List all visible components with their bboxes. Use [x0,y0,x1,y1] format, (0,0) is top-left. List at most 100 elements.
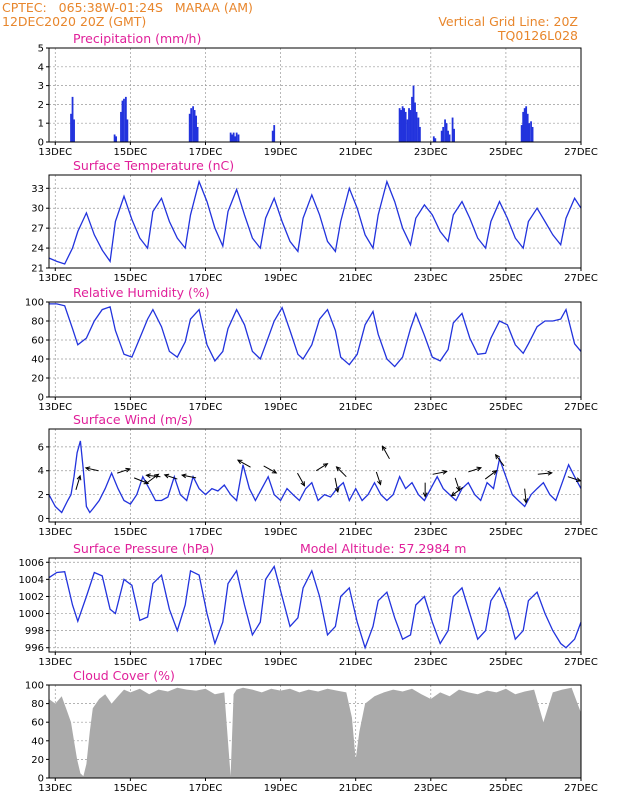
precip-bar [123,98,125,142]
wind-arrow-head [143,479,150,485]
wind-arrow-head [271,468,278,474]
precip-bar [195,115,197,142]
precip-bar [196,126,199,142]
precip-bar [70,113,72,142]
x-tick-label: 15DEC [114,402,148,413]
panel-frame [48,301,582,398]
precip-bar [400,110,403,142]
precip-bar [190,108,193,142]
precip-bar [531,126,534,142]
precip-bar [235,132,238,142]
wind-arrow-head [236,459,243,465]
precip-bar [73,119,75,142]
wind-arrow-head [494,453,500,460]
panel-title: Surface Temperature (nC) [73,158,234,173]
x-tick-label: 21DEC [339,527,373,538]
x-tick-label: 27DEC [564,657,598,668]
precip-bar [113,134,116,142]
y-tick-label: 21 [31,264,44,275]
x-tick-label: 15DEC [114,527,148,538]
wind-arrow-head [125,467,131,473]
x-tick-label: 17DEC [189,147,223,158]
wind-arrow-head [76,474,82,481]
x-tick-label: 15DEC [114,657,148,668]
precip-bar [453,128,455,142]
wind-arrow [85,467,99,472]
precip-bar [124,96,127,142]
y-tick-label: 4 [38,62,44,73]
x-tick-label: 21DEC [339,657,373,668]
y-tick-label: 0 [38,393,44,404]
y-tick-label: 0 [38,138,44,149]
wind-arrow-head [84,466,91,472]
datetime-label: 12DEC2020 20Z (GMT) [2,14,147,29]
y-tick-label: 1002 [19,592,44,603]
x-tick-label: 27DEC [564,147,598,158]
wind-arrow [537,472,552,475]
precip-bar [192,106,194,142]
x-tick-label: 19DEC [264,657,298,668]
wind-arrow-head [575,477,582,482]
precip-bar [440,130,443,142]
precip-bar [520,125,523,142]
y-tick-label: 2 [38,100,44,111]
x-tick-label: 13DEC [38,273,72,284]
x-tick-label: 23DEC [414,783,448,794]
precip-bar [120,111,122,142]
x-tick-label: 21DEC [339,402,373,413]
x-tick-label: 15DEC [114,273,148,284]
y-tick-label: 100 [25,681,44,692]
y-tick-label: 4 [38,466,44,477]
x-tick-label: 23DEC [414,273,448,284]
x-tick-label: 19DEC [264,527,298,538]
wind-arrow [146,474,161,478]
precip-bar [409,110,412,142]
precip-bar [414,102,416,142]
panel-subtitle: Model Altitude: 57.2984 m [300,541,466,556]
x-tick-label: 27DEC [564,402,598,413]
wind-arrow [237,459,251,468]
precip-bar [273,125,276,142]
x-tick-label: 25DEC [489,527,523,538]
y-tick-label: 5 [38,44,44,55]
panel-frame [48,684,582,779]
y-tick-label: 0 [38,774,44,785]
wind-arrow-head [523,498,529,504]
x-tick-label: 25DEC [489,147,523,158]
wind-arrow-head [153,473,160,479]
x-tick-label: 27DEC [564,273,598,284]
x-tick-label: 17DEC [189,657,223,668]
x-tick-label: 13DEC [38,147,72,158]
y-tick-label: 998 [25,626,44,637]
wind-arrow [297,472,305,486]
panel-frame [48,557,582,653]
y-tick-label: 20 [31,374,44,385]
x-tick-label: 21DEC [339,783,373,794]
x-tick-label: 23DEC [414,402,448,413]
precip-bar [232,132,235,142]
precip-bar [234,136,237,142]
precip-bar [447,130,449,142]
wind-arrow [263,465,277,474]
x-tick-label: 13DEC [38,527,72,538]
x-tick-label: 19DEC [264,783,298,794]
cloud-area [48,687,582,778]
x-tick-label: 15DEC [114,147,148,158]
precip-bar [398,108,401,142]
series-line [48,303,582,368]
wind-arrow [375,471,382,485]
wind-arrow-head [442,469,448,475]
y-tick-label: 30 [31,204,44,215]
y-tick-label: 6 [38,442,44,453]
precip-bar [231,134,234,142]
precip-bar [404,111,407,142]
y-tick-label: 24 [31,244,44,255]
panel-title: Cloud Cover (%) [73,668,175,683]
model-label: TQ0126L028 [497,28,578,43]
precip-bar [408,108,410,142]
x-tick-label: 27DEC [564,783,598,794]
y-tick-label: 1000 [19,609,44,620]
y-tick-label: 2 [38,490,44,501]
precip-bar [530,121,532,142]
